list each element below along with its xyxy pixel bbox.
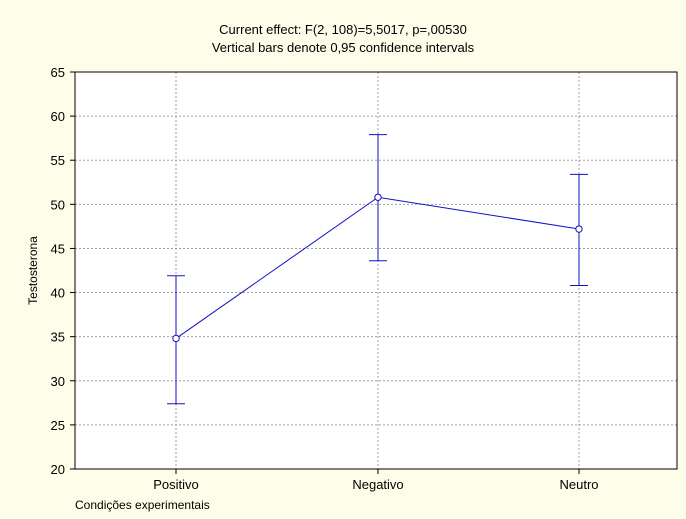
y-tick-label: 60 — [51, 109, 65, 124]
y-tick-label: 45 — [51, 241, 65, 256]
y-tick-label: 25 — [51, 418, 65, 433]
mean-marker — [172, 334, 180, 343]
y-tick-label: 55 — [51, 153, 65, 168]
x-tick-label: Negativo — [352, 477, 403, 492]
y-tick-label: 35 — [51, 330, 65, 345]
y-tick-label: 20 — [51, 462, 65, 477]
y-tick-label: 30 — [51, 374, 65, 389]
chart-title: Current effect: F(2, 108)=5,5017, p=,005… — [219, 22, 467, 37]
mean-marker — [374, 193, 382, 201]
x-axis-label: Condições experimentais — [75, 498, 210, 512]
y-tick-label: 40 — [51, 286, 65, 301]
y-tick-label: 65 — [51, 65, 65, 80]
chart-subtitle: Vertical bars denote 0,95 confidence int… — [211, 40, 475, 55]
plot-area — [75, 72, 677, 469]
x-tick-label: Neutro — [559, 477, 598, 492]
mean-marker — [575, 225, 583, 233]
x-tick-label: Positivo — [153, 477, 199, 492]
y-axis-label: Testosterona — [26, 236, 40, 305]
y-tick-label: 50 — [51, 197, 65, 212]
plot-border — [74, 71, 678, 470]
